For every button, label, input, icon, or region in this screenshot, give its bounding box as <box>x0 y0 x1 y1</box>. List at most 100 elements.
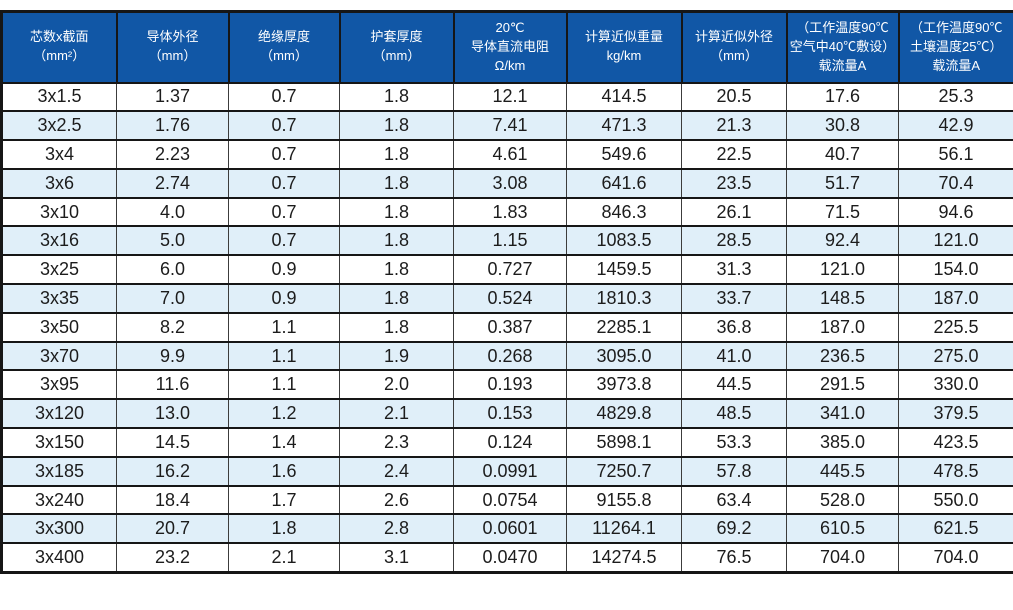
spec-size-cell: 3x70 <box>0 340 117 372</box>
value-cell: 23.2 <box>116 542 229 574</box>
table-row: 3x4 2.23 0.7 1.8 4.61 549.6 22.5 40.7 56.1 <box>0 139 1013 170</box>
spec-size-cell: 3x95 <box>0 369 117 401</box>
column-header-insulation-thickness: 绝缘厚度 （mm） <box>227 10 341 84</box>
value-cell: 341.0 <box>786 398 899 430</box>
value-cell: 20.5 <box>681 81 787 113</box>
spec-size-cell: 3x35 <box>0 283 117 314</box>
value-cell: 4829.8 <box>566 398 682 430</box>
value-cell: 30.8 <box>786 110 899 142</box>
spec-size-cell: 3x185 <box>0 455 117 487</box>
table-row: 3x400 23.2 2.1 3.1 0.0470 14274.5 76.5 704.0 704… <box>0 542 1013 574</box>
value-cell: 26.1 <box>681 196 787 228</box>
value-cell: 7.41 <box>453 110 567 142</box>
value-cell: 2.0 <box>339 369 454 401</box>
value-cell: 94.6 <box>898 196 1013 228</box>
value-cell: 21.3 <box>681 110 787 142</box>
value-cell: 69.2 <box>681 513 787 545</box>
value-cell: 11264.1 <box>566 513 682 545</box>
value-cell: 0.153 <box>453 398 567 430</box>
value-cell: 48.5 <box>681 398 787 430</box>
value-cell: 5898.1 <box>566 427 682 458</box>
value-cell: 0.7 <box>228 110 340 142</box>
value-cell: 379.5 <box>898 398 1013 430</box>
value-cell: 641.6 <box>566 167 682 199</box>
value-cell: 63.4 <box>681 484 787 516</box>
value-cell: 1.8 <box>339 167 454 199</box>
value-cell: 275.0 <box>898 340 1013 372</box>
value-cell: 11.6 <box>116 369 229 401</box>
value-cell: 0.193 <box>453 369 567 401</box>
value-cell: 478.5 <box>898 455 1013 487</box>
value-cell: 53.3 <box>681 427 787 458</box>
value-cell: 704.0 <box>898 542 1013 574</box>
value-cell: 20.7 <box>116 513 229 545</box>
table-row: 3x185 16.2 1.6 2.4 0.0991 7250.7 57.8 445.5 478.… <box>0 455 1013 487</box>
value-cell: 1.8 <box>339 254 454 286</box>
spec-size-cell: 3x240 <box>0 484 117 516</box>
value-cell: 291.5 <box>786 369 899 401</box>
value-cell: 1.2 <box>228 398 340 430</box>
value-cell: 3973.8 <box>566 369 682 401</box>
spec-size-cell: 3x10 <box>0 196 117 228</box>
value-cell: 22.5 <box>681 139 787 170</box>
value-cell: 1.1 <box>228 369 340 401</box>
value-cell: 9155.8 <box>566 484 682 516</box>
table-row: 3x240 18.4 1.7 2.6 0.0754 9155.8 63.4 528.0 550.… <box>0 484 1013 516</box>
table-row: 3x6 2.74 0.7 1.8 3.08 641.6 23.5 51.7 70.4 <box>0 167 1013 199</box>
spec-size-cell: 3x300 <box>0 513 117 545</box>
value-cell: 41.0 <box>681 340 787 372</box>
value-cell: 225.5 <box>898 311 1013 343</box>
value-cell: 2.23 <box>116 139 229 170</box>
value-cell: 92.4 <box>786 225 899 257</box>
value-cell: 385.0 <box>786 427 899 458</box>
table-row: 3x300 20.7 1.8 2.8 0.0601 11264.1 69.2 610.5 621… <box>0 513 1013 545</box>
value-cell: 1.8 <box>339 311 454 343</box>
spec-size-cell: 3x16 <box>0 225 117 257</box>
value-cell: 1.8 <box>339 139 454 170</box>
value-cell: 0.7 <box>228 139 340 170</box>
value-cell: 76.5 <box>681 542 787 574</box>
table-row: 3x16 5.0 0.7 1.8 1.15 1083.5 28.5 92.4 121.0 <box>0 225 1013 257</box>
table-row: 3x1.5 1.37 0.7 1.8 12.1 414.5 20.5 17.6 25.3 <box>0 81 1013 113</box>
value-cell: 17.6 <box>786 81 899 113</box>
value-cell: 154.0 <box>898 254 1013 286</box>
table-row: 3x95 11.6 1.1 2.0 0.193 3973.8 44.5 291.5 330.0 <box>0 369 1013 401</box>
value-cell: 3095.0 <box>566 340 682 372</box>
spec-size-cell: 3x120 <box>0 398 117 430</box>
value-cell: 528.0 <box>786 484 899 516</box>
value-cell: 1.4 <box>228 427 340 458</box>
value-cell: 187.0 <box>786 311 899 343</box>
value-cell: 0.387 <box>453 311 567 343</box>
value-cell: 1459.5 <box>566 254 682 286</box>
value-cell: 28.5 <box>681 225 787 257</box>
value-cell: 846.3 <box>566 196 682 228</box>
value-cell: 51.7 <box>786 167 899 199</box>
value-cell: 423.5 <box>898 427 1013 458</box>
value-cell: 42.9 <box>898 110 1013 142</box>
spec-size-cell: 3x6 <box>0 167 117 199</box>
value-cell: 1810.3 <box>566 283 682 314</box>
value-cell: 1.8 <box>339 225 454 257</box>
value-cell: 36.8 <box>681 311 787 343</box>
value-cell: 0.124 <box>453 427 567 458</box>
value-cell: 121.0 <box>898 225 1013 257</box>
value-cell: 1.37 <box>116 81 229 113</box>
value-cell: 121.0 <box>786 254 899 286</box>
value-cell: 471.3 <box>566 110 682 142</box>
value-cell: 1.6 <box>228 455 340 487</box>
value-cell: 8.2 <box>116 311 229 343</box>
value-cell: 0.0754 <box>453 484 567 516</box>
value-cell: 0.7 <box>228 196 340 228</box>
value-cell: 23.5 <box>681 167 787 199</box>
table-row: 3x150 14.5 1.4 2.3 0.124 5898.1 53.3 385.0 423.5 <box>0 427 1013 458</box>
column-header-cores-x-section: 芯数x截面 （mm²） <box>0 10 118 84</box>
value-cell: 7.0 <box>116 283 229 314</box>
value-cell: 2.3 <box>339 427 454 458</box>
value-cell: 0.0991 <box>453 455 567 487</box>
value-cell: 2.8 <box>339 513 454 545</box>
value-cell: 187.0 <box>898 283 1013 314</box>
value-cell: 0.268 <box>453 340 567 372</box>
value-cell: 0.0470 <box>453 542 567 574</box>
value-cell: 1.8 <box>339 196 454 228</box>
spec-size-cell: 3x2.5 <box>0 110 117 142</box>
